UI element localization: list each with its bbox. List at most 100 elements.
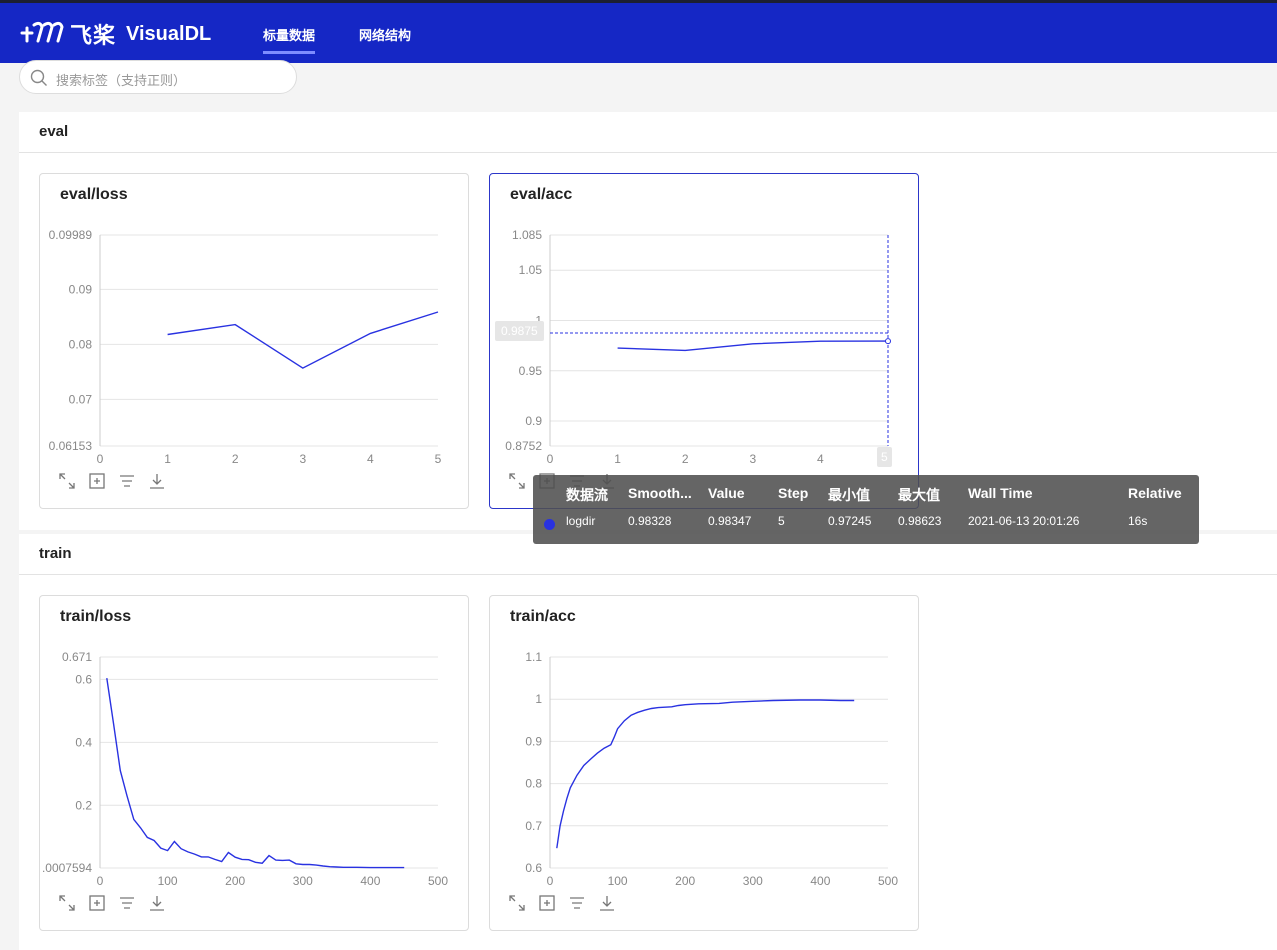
expand-icon[interactable]	[508, 894, 526, 912]
fit-selection-icon[interactable]	[88, 894, 106, 912]
series-line-logdir[interactable]	[167, 311, 439, 369]
x-tick-label: 1	[614, 452, 621, 466]
tooltip-cell-smoothed: 0.98328	[628, 514, 672, 528]
y-tick-label: .0007594	[42, 861, 92, 875]
filter-lines-icon[interactable]	[568, 894, 586, 912]
tooltip-header-walltime: Wall Time	[968, 485, 1033, 501]
y-tick-label: 1.1	[525, 650, 542, 664]
chart-title: train/acc	[510, 608, 576, 625]
y-tick-label: 0.06153	[49, 439, 93, 453]
tooltip-cell-max: 0.98623	[898, 514, 942, 528]
expand-icon[interactable]	[58, 472, 76, 490]
y-tick-label: 0.4	[75, 735, 92, 749]
tooltip-header-value: Value	[708, 485, 745, 501]
x-tick-label: 500	[428, 874, 448, 888]
x-tick-label: 0	[547, 874, 554, 888]
x-tick-label: 500	[878, 874, 898, 888]
paddlepaddle-logo[interactable]: 飞桨 VisualDL	[20, 19, 211, 49]
series-line-logdir[interactable]	[617, 340, 889, 352]
search-icon	[30, 69, 47, 86]
y-tick-label: 0.9	[525, 734, 542, 748]
y-tick-label: 0.08	[69, 337, 93, 351]
chart-card-eval-loss: eval/loss 0.09989 0.09 0.08 0.07 0.06153 0 1 2 3…	[39, 173, 469, 509]
search-placeholder: 搜索标签（支持正则）	[56, 73, 187, 88]
download-icon[interactable]	[598, 894, 616, 912]
line-chart[interactable]: 0.671 0.6 0.4 0.2 .0007594 0 100 200 300 400 500	[40, 596, 470, 896]
x-tick-label: 0	[97, 874, 104, 888]
tooltip-cell-stream: logdir	[566, 514, 596, 528]
y-tick-label: 0.7	[525, 819, 542, 833]
x-tick-label: 2	[682, 452, 689, 466]
filter-lines-icon[interactable]	[118, 472, 136, 490]
x-tick-label: 100	[158, 874, 178, 888]
section-title[interactable]: train	[39, 545, 72, 562]
y-tick-label: 1.085	[512, 228, 542, 242]
tooltip-cell-relative: 16s	[1128, 514, 1148, 528]
series-color-dot	[544, 519, 555, 530]
x-tick-label: 3	[749, 452, 756, 466]
y-tick-label: 0.07	[69, 392, 93, 406]
x-tick-label: 200	[675, 874, 695, 888]
fit-selection-icon[interactable]	[538, 894, 556, 912]
y-tick-label: 1.05	[519, 263, 543, 277]
y-tick-label: 0.8752	[505, 439, 542, 453]
chart-card-train-acc: train/acc 1.1 1 0.9 0.8 0.7 0.6 0 100 200 300 400 5…	[489, 595, 919, 931]
x-tick-label: 4	[367, 452, 374, 466]
app-name: VisualDL	[126, 22, 212, 45]
tooltip-cell-walltime: 2021-06-13 20:01:26	[968, 514, 1080, 528]
chart-title: eval/acc	[510, 186, 573, 203]
tooltip-header-min: 最小值	[828, 487, 870, 503]
y-tick-label: 0.6	[75, 672, 92, 686]
series-line-logdir[interactable]	[106, 677, 405, 869]
section-title[interactable]: eval	[39, 123, 69, 140]
tooltip-header-relative: Relative	[1128, 485, 1182, 501]
nav-scalar-data[interactable]: 标量数据	[263, 25, 316, 54]
hover-x-value-label: 5	[877, 447, 892, 467]
data-tooltip: 数据流 Smooth... Value Step 最小值 最大值 Wall Ti…	[533, 475, 1199, 544]
y-tick-label: 1	[535, 692, 542, 706]
tooltip-cell-value: 0.98347	[708, 514, 752, 528]
tooltip-cell-min: 0.97245	[828, 514, 872, 528]
chart-title: eval/loss	[60, 186, 128, 203]
search-input[interactable]: 搜索标签（支持正则）	[19, 60, 297, 94]
download-icon[interactable]	[148, 894, 166, 912]
x-tick-label: 400	[810, 874, 830, 888]
chart-toolbar	[58, 472, 166, 490]
chart-card-eval-acc: eval/acc 1.085 1.05 1 0.95 0.9 0.8752 0 1 2 3 4 5	[489, 173, 919, 509]
chart-title: train/loss	[60, 608, 132, 625]
y-tick-label: 0.9	[525, 414, 542, 428]
expand-icon[interactable]	[508, 472, 526, 490]
tooltip-header-stream: 数据流	[566, 487, 608, 503]
download-icon[interactable]	[148, 472, 166, 490]
chart-toolbar	[58, 894, 166, 912]
top-navigation-bar: 飞桨 VisualDL 标量数据 网络结构	[0, 0, 1277, 63]
chart-toolbar	[508, 894, 616, 912]
line-chart[interactable]: 1.085 1.05 1 0.95 0.9 0.8752 0 1 2 3 4 5	[490, 174, 920, 474]
x-tick-label: 300	[743, 874, 763, 888]
section-divider	[19, 152, 1277, 153]
filter-lines-icon[interactable]	[118, 894, 136, 912]
hover-point	[885, 338, 891, 345]
expand-icon[interactable]	[58, 894, 76, 912]
brand-name: 飞桨	[70, 23, 117, 48]
tooltip-header-step: Step	[778, 485, 809, 501]
x-tick-label: 400	[360, 874, 380, 888]
tooltip-header-max: 最大值	[898, 487, 940, 503]
x-tick-label: 1	[164, 452, 171, 466]
tooltip-header-smoothed: Smooth...	[628, 485, 692, 501]
section-divider	[19, 574, 1277, 575]
series-line-logdir[interactable]	[556, 699, 855, 849]
x-tick-label: 200	[225, 874, 245, 888]
y-tick-label: 0.2	[75, 798, 92, 812]
x-tick-label: 2	[232, 452, 239, 466]
chart-card-train-loss: train/loss 0.671 0.6 0.4 0.2 .0007594 0 100 200…	[39, 595, 469, 931]
line-chart[interactable]: 0.09989 0.09 0.08 0.07 0.06153 0 1 2 3 4 5	[40, 174, 470, 474]
line-chart[interactable]: 1.1 1 0.9 0.8 0.7 0.6 0 100 200 300 400 500	[490, 596, 920, 896]
y-tick-label: 0.8	[525, 777, 542, 791]
hover-y-value-label: 0.9875	[495, 321, 544, 341]
nav-network-structure[interactable]: 网络结构	[359, 28, 412, 43]
x-tick-label: 0	[97, 452, 104, 466]
fit-selection-icon[interactable]	[88, 472, 106, 490]
x-tick-label: 3	[299, 452, 306, 466]
x-tick-label: 300	[293, 874, 313, 888]
